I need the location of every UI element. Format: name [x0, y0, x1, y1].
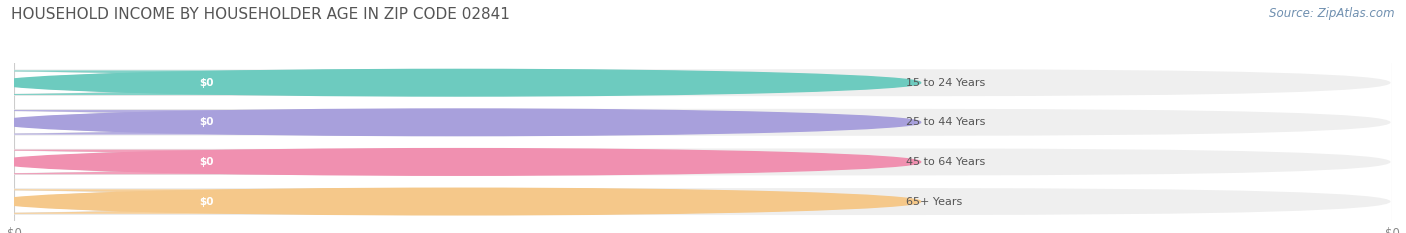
FancyBboxPatch shape [0, 150, 602, 174]
Circle shape [0, 109, 921, 136]
Text: HOUSEHOLD INCOME BY HOUSEHOLDER AGE IN ZIP CODE 02841: HOUSEHOLD INCOME BY HOUSEHOLDER AGE IN Z… [11, 7, 510, 22]
Text: 65+ Years: 65+ Years [905, 197, 962, 206]
FancyBboxPatch shape [0, 70, 458, 95]
Circle shape [0, 149, 921, 175]
FancyBboxPatch shape [0, 189, 602, 214]
FancyBboxPatch shape [0, 70, 602, 95]
FancyBboxPatch shape [15, 109, 1391, 136]
Text: Source: ZipAtlas.com: Source: ZipAtlas.com [1270, 7, 1395, 20]
Circle shape [0, 188, 921, 215]
Text: 15 to 24 Years: 15 to 24 Years [905, 78, 984, 88]
Text: 45 to 64 Years: 45 to 64 Years [905, 157, 984, 167]
Text: 25 to 44 Years: 25 to 44 Years [905, 117, 986, 127]
Circle shape [0, 69, 921, 96]
FancyBboxPatch shape [0, 149, 458, 175]
FancyBboxPatch shape [15, 188, 1391, 215]
Text: $0: $0 [200, 157, 214, 167]
FancyBboxPatch shape [0, 110, 602, 135]
Text: $0: $0 [200, 117, 214, 127]
FancyBboxPatch shape [0, 110, 458, 135]
FancyBboxPatch shape [0, 189, 458, 214]
FancyBboxPatch shape [15, 69, 1391, 96]
Text: $0: $0 [200, 197, 214, 206]
FancyBboxPatch shape [15, 148, 1391, 175]
Text: $0: $0 [200, 78, 214, 88]
